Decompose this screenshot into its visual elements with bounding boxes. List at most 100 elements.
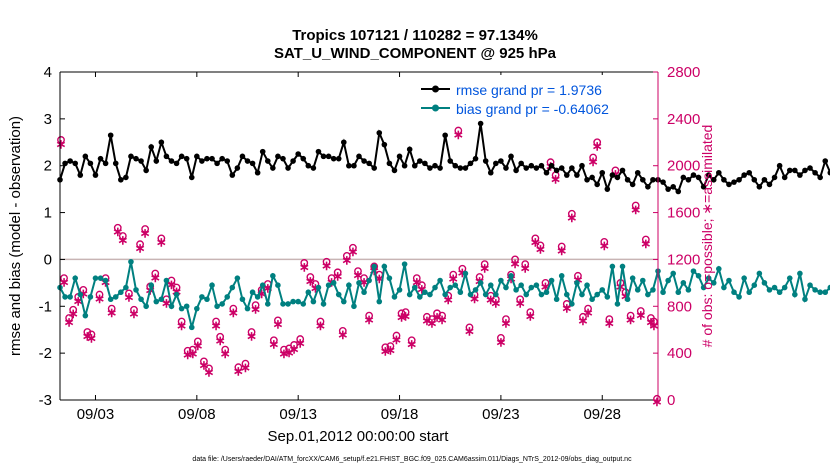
obs-possible-point — [417, 281, 426, 290]
bias-point — [422, 289, 428, 296]
rmse-point — [143, 167, 149, 174]
bias-point — [194, 305, 200, 312]
obs-assimilated-point: ∗ — [129, 306, 140, 321]
obs-assimilated-point: ∗ — [305, 273, 316, 288]
obs-possible-point — [412, 274, 421, 283]
obs-assimilated-point: ∗ — [364, 312, 375, 327]
rmse-point — [771, 174, 778, 181]
rmse-point — [680, 174, 687, 181]
bias-point — [538, 291, 545, 298]
x-tick-label: 09/28 — [583, 406, 621, 423]
bias-point — [700, 284, 707, 291]
bias-point — [148, 282, 155, 289]
obs-assimilated-point: ∗ — [561, 300, 572, 315]
obs-possible-point — [306, 273, 315, 281]
obs-assimilated-point: ∗ — [56, 136, 67, 151]
rmse-point — [498, 158, 504, 164]
bias-point — [604, 294, 611, 300]
rmse-point — [305, 162, 312, 169]
rmse-point — [472, 155, 479, 162]
bias-point — [97, 275, 104, 281]
rmse-point — [538, 162, 545, 169]
bias-point — [67, 294, 73, 300]
obs-assimilated-point: ∗ — [256, 286, 267, 301]
y-right-tick-label: 1200 — [667, 251, 700, 268]
rmse-point — [280, 155, 286, 162]
rmse-point — [548, 162, 555, 169]
rmse-point — [178, 153, 185, 160]
y-axis-left-label: rmse and bias (model - observation) — [7, 116, 24, 356]
rmse-point — [462, 165, 469, 171]
bias-point — [558, 273, 565, 279]
obs-possible-point — [465, 323, 474, 332]
bias-point — [315, 284, 322, 291]
obs-possible-point — [626, 311, 635, 320]
obs-possible-point — [449, 270, 458, 279]
rmse-point — [351, 162, 357, 169]
bias-point — [118, 289, 124, 296]
bias-point — [82, 312, 89, 319]
obs-possible-point — [136, 240, 144, 249]
y-left-tick-label: -1 — [39, 298, 52, 315]
obs-assimilated-point: ∗ — [588, 154, 599, 169]
bias-point — [503, 284, 509, 291]
obs-assimilated-point: ∗ — [525, 308, 536, 323]
obs-assimilated-point: ∗ — [443, 292, 454, 307]
bias-point — [579, 291, 585, 298]
bias-point — [609, 263, 616, 270]
bias-point — [629, 275, 636, 281]
obs-assimilated-point: ∗ — [68, 306, 79, 321]
bias-point — [822, 289, 829, 296]
bias-point — [102, 277, 109, 284]
bias-point — [330, 280, 337, 286]
bias-point — [574, 280, 580, 286]
bias-point — [665, 277, 671, 284]
y-right-tick-label: 2000 — [667, 158, 700, 175]
obs-assimilated-point: ∗ — [457, 265, 468, 280]
obs-possible-point — [407, 336, 416, 345]
obs-possible-point — [342, 252, 351, 260]
bias-point — [487, 282, 494, 289]
bias-point — [128, 258, 134, 265]
bias-point — [62, 294, 68, 300]
obs-possible-point — [438, 311, 447, 320]
bias-point — [817, 289, 823, 296]
bias-point — [731, 289, 737, 296]
rmse-point — [391, 167, 398, 174]
bias-point — [513, 287, 519, 293]
rmse-point — [264, 158, 271, 164]
bias-point — [371, 263, 378, 270]
bias-point — [614, 301, 621, 307]
rmse-point — [594, 181, 600, 188]
obs-assimilated-point: ∗ — [82, 328, 93, 343]
rmse-point — [543, 169, 550, 176]
obs-assimilated-point: ∗ — [380, 344, 391, 359]
rmse-point — [619, 167, 626, 174]
rmse-point — [670, 184, 677, 190]
bias-point — [366, 277, 372, 284]
obs-possible-point — [365, 311, 374, 320]
rmse-point — [310, 165, 317, 171]
rmse-point — [244, 158, 251, 164]
bias-point — [163, 277, 170, 284]
rmse-point — [87, 160, 94, 167]
bias-point — [741, 275, 747, 281]
rmse-point — [158, 139, 165, 146]
bias-point — [523, 291, 530, 298]
obs-assimilated-point: ∗ — [427, 316, 438, 331]
rmse-point — [173, 160, 180, 167]
rmse-point — [513, 167, 519, 174]
bias-point — [406, 291, 413, 298]
obs-possible-point — [496, 334, 505, 342]
obs-assimilated-point: ∗ — [215, 333, 226, 348]
rmse-point — [751, 176, 758, 183]
rmse-point — [523, 165, 530, 171]
obs-possible-point — [125, 289, 133, 298]
bias-point — [766, 287, 773, 293]
rmse-point — [214, 160, 220, 167]
bias-point — [690, 268, 697, 274]
bias-point — [178, 305, 185, 312]
rmse-point — [563, 172, 570, 178]
bias-point — [543, 289, 550, 296]
rmse-point — [817, 174, 823, 181]
